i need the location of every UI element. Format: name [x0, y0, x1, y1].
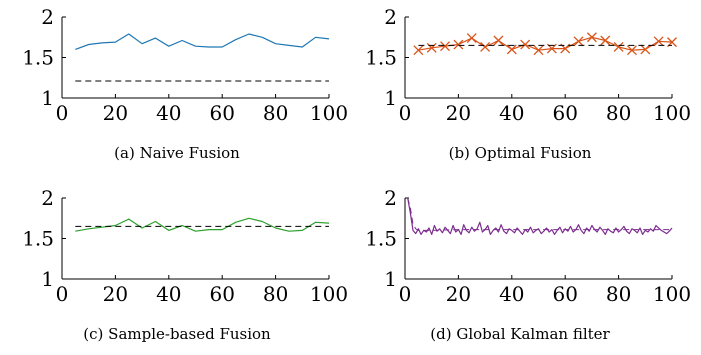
series-line-1: [75, 217, 330, 232]
x-tick-label: 40: [156, 101, 181, 125]
y-tick-label: 1.5: [365, 227, 397, 251]
x-tick-label: 100: [310, 282, 348, 306]
x-marker: [413, 45, 424, 56]
y-tick-label: 1.5: [22, 46, 54, 70]
x-marker: [533, 45, 544, 56]
y-tick-label: 1: [384, 267, 397, 291]
reference-line-2: [407, 197, 672, 231]
x-tick-label: 20: [103, 101, 128, 125]
y-tick-label: 1: [384, 86, 397, 110]
chart-panel-3: 11.520 20 40 60 80 100(c) Sample-based Fusion: [22, 186, 348, 343]
chart-panel-2: 11.520 20 40 60 80 100(b) Optimal Fusion: [365, 5, 691, 162]
x-marker: [506, 44, 517, 55]
x-marker: [440, 41, 451, 52]
y-tick-label: 2: [41, 5, 54, 29]
x-marker: [426, 42, 437, 53]
x-tick-label: 0: [56, 282, 69, 306]
y-tick-label: 2: [384, 186, 397, 210]
x-marker: [520, 39, 531, 50]
x-tick-label: 20: [103, 282, 128, 306]
x-tick-label: 60: [209, 101, 234, 125]
subfigure-caption: (b) Optimal Fusion: [449, 144, 592, 162]
x-tick-label: 60: [552, 101, 577, 125]
series-line-1: [418, 36, 673, 51]
x-tick-label: 40: [499, 282, 524, 306]
x-marker: [600, 35, 611, 46]
y-tick-label: 2: [41, 186, 54, 210]
x-marker: [613, 42, 624, 52]
x-tick-label: 40: [156, 282, 181, 306]
x-marker: [480, 42, 491, 52]
x-marker: [626, 45, 637, 56]
x-marker: [493, 35, 504, 46]
x-marker: [466, 33, 477, 44]
x-tick-label: 20: [446, 101, 471, 125]
x-marker: [586, 32, 597, 43]
subfigure-caption: (d) Global Kalman filter: [430, 325, 610, 343]
x-marker: [653, 36, 664, 47]
x-tick-label: 100: [653, 282, 691, 306]
x-tick-label: 0: [399, 282, 412, 306]
x-tick-label: 80: [263, 101, 288, 125]
x-tick-label: 0: [56, 101, 69, 125]
x-tick-label: 100: [310, 101, 348, 125]
series-line-1: [75, 33, 330, 50]
x-tick-label: 80: [606, 282, 631, 306]
y-tick-label: 1.5: [22, 227, 54, 251]
x-tick-label: 100: [653, 101, 691, 125]
x-marker: [573, 36, 584, 47]
x-tick-label: 80: [263, 282, 288, 306]
y-tick-label: 2: [384, 5, 397, 29]
x-tick-label: 60: [209, 282, 234, 306]
subfigure-caption: (c) Sample-based Fusion: [83, 325, 271, 343]
x-tick-label: 80: [606, 101, 631, 125]
y-tick-label: 1: [41, 86, 54, 110]
x-tick-label: 20: [446, 282, 471, 306]
x-tick-label: 0: [399, 101, 412, 125]
x-tick-label: 60: [552, 282, 577, 306]
y-tick-label: 1: [41, 267, 54, 291]
chart-panel-4: 11.520 20 40 60 80 100(d) Global Kalman filte…: [365, 186, 691, 343]
subfigure-caption: (a) Naive Fusion: [114, 144, 240, 162]
x-tick-label: 40: [499, 101, 524, 125]
chart-panel-1: 11.520 20 40 60 80 100(a) Naive Fusion: [22, 5, 348, 162]
y-tick-label: 1.5: [365, 46, 397, 70]
x-marker: [640, 44, 651, 55]
x-marker: [453, 39, 464, 50]
series-line-1: [407, 197, 673, 235]
